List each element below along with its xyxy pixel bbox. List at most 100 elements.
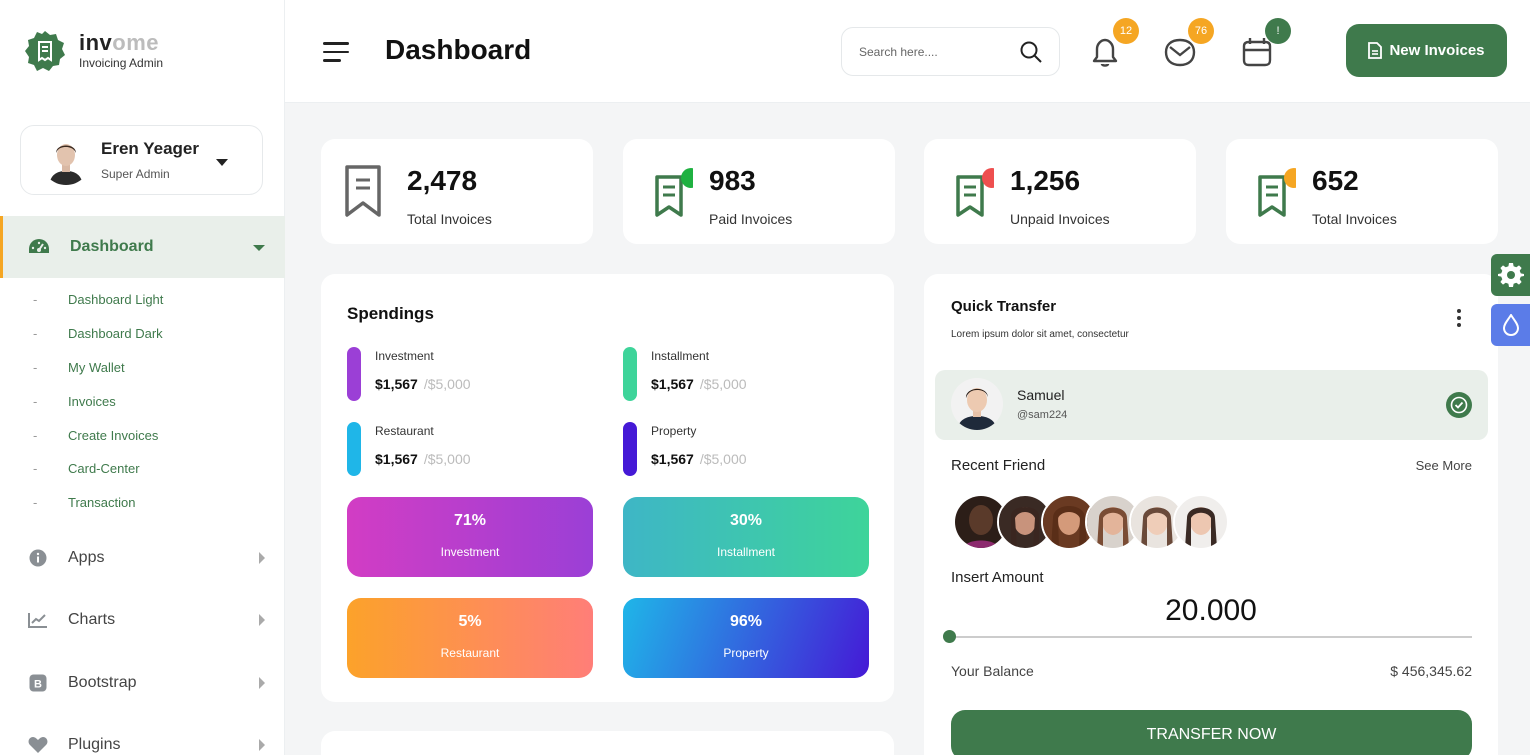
recipient-name: Samuel — [1017, 387, 1065, 403]
sidebar-item-plugins[interactable]: Plugins — [0, 725, 285, 755]
submenu-item-dashboard-light[interactable]: - Dashboard Light — [33, 292, 164, 308]
balance-value: $ 456,345.62 — [1390, 663, 1472, 679]
stat-label: Total Invoices — [407, 211, 492, 227]
tile-investment[interactable]: 71% Investment — [347, 497, 593, 577]
quick-transfer-card: Quick Transfer Lorem ipsum dolor sit ame… — [924, 274, 1498, 755]
stat-card-total-invoices[interactable]: 2,478 Total Invoices — [321, 139, 593, 244]
friend-avatar[interactable] — [997, 494, 1053, 550]
stat-card-unpaid-invoices[interactable]: 1,256 Unpaid Invoices — [924, 139, 1196, 244]
chevron-right-icon — [259, 614, 265, 626]
brand-name: invome — [79, 30, 160, 55]
check-circle-icon — [1446, 392, 1472, 418]
see-more-link[interactable]: See More — [1415, 458, 1472, 473]
sidebar-item-charts[interactable]: Charts — [0, 600, 285, 640]
dashboard-submenu: - Dashboard Light - Dashboard Dark - My Wal… — [0, 283, 285, 520]
spendings-card: Spendings Investment $1,567/$5,000 Insta… — [321, 274, 894, 702]
sidebar-item-dashboard[interactable]: Dashboard — [0, 216, 285, 278]
submenu-item-card-center[interactable]: - Card-Center — [33, 461, 140, 477]
brand-logo-icon — [25, 31, 65, 71]
sidebar-item-bootstrap[interactable]: B Bootstrap — [0, 663, 285, 703]
sidebar-item-label: Dashboard — [70, 238, 154, 255]
submenu-item-create-invoices[interactable]: - Create Invoices — [33, 427, 159, 443]
recent-friend-label: Recent Friend — [951, 457, 1046, 474]
profile-dropdown[interactable]: Eren Yeager Super Admin — [20, 125, 263, 195]
brand[interactable]: invome Invoicing Admin — [24, 30, 163, 72]
recent-friends-list — [953, 494, 1229, 550]
notifications-button[interactable]: 12 — [1085, 18, 1139, 72]
bootstrap-icon: B — [28, 673, 48, 693]
submenu-item-my-wallet[interactable]: - My Wallet — [33, 359, 125, 375]
calendar-badge: ! — [1265, 18, 1291, 44]
bell-icon — [1092, 38, 1118, 67]
stat-value: 652 — [1312, 165, 1359, 196]
calendar-icon — [1242, 38, 1272, 67]
caret-down-icon — [216, 159, 228, 166]
spending-item-investment: Investment $1,567/$5,000 — [347, 347, 597, 403]
bottom-card — [321, 731, 894, 755]
amount-slider[interactable] — [943, 630, 1472, 643]
receipt-icon — [1258, 168, 1296, 217]
mail-icon — [1164, 38, 1196, 67]
quick-transfer-subtitle: Lorem ipsum dolor sit amet, consectetur — [951, 329, 1129, 340]
messages-badge: 76 — [1188, 18, 1214, 44]
chart-line-icon — [28, 610, 48, 630]
balance-label: Your Balance — [951, 663, 1034, 679]
stat-value: 1,256 — [1010, 165, 1081, 196]
amount-value[interactable]: 20.000 — [1165, 594, 1257, 627]
stat-card-paid-invoices[interactable]: 983 Paid Invoices — [623, 139, 895, 244]
profile-name: Eren Yeager — [101, 139, 199, 158]
more-options-icon[interactable] — [1457, 309, 1463, 330]
spending-item-property: Property $1,567/$5,000 — [623, 422, 873, 478]
sidebar: invome Invoicing Admin Eren Yeager Super… — [0, 0, 285, 755]
document-icon — [1368, 42, 1383, 59]
spending-color-bar — [347, 422, 361, 476]
receipt-icon — [655, 168, 693, 217]
new-invoices-button[interactable]: New Invoices — [1346, 24, 1507, 77]
heart-icon — [28, 735, 48, 755]
spending-item-restaurant: Restaurant $1,567/$5,000 — [347, 422, 597, 478]
search-input[interactable] — [859, 44, 1009, 59]
spending-item-installment: Installment $1,567/$5,000 — [623, 347, 873, 403]
spending-color-bar — [623, 347, 637, 401]
brand-subtitle: Invoicing Admin — [79, 56, 164, 70]
search-icon[interactable] — [1019, 40, 1043, 64]
stat-label: Total Invoices — [1312, 211, 1397, 227]
settings-button[interactable] — [1491, 254, 1530, 296]
gear-icon — [1497, 263, 1524, 287]
receipt-icon — [956, 168, 994, 217]
theme-color-button[interactable] — [1491, 304, 1530, 346]
info-icon — [28, 548, 48, 568]
chevron-right-icon — [259, 552, 265, 564]
spendings-title: Spendings — [347, 304, 434, 323]
calendar-button[interactable]: ! — [1237, 18, 1291, 72]
selected-recipient[interactable]: Samuel @sam224 — [935, 370, 1488, 440]
notifications-badge: 12 — [1113, 18, 1139, 44]
stat-value: 983 — [709, 165, 756, 196]
messages-button[interactable]: 76 — [1160, 18, 1214, 72]
slider-handle[interactable] — [943, 630, 956, 643]
stat-value: 2,478 — [407, 165, 478, 196]
avatar — [41, 135, 91, 185]
tile-property[interactable]: 96% Property — [623, 598, 869, 678]
receipt-icon — [345, 165, 381, 217]
submenu-item-invoices[interactable]: - Invoices — [33, 393, 116, 409]
top-header: Dashboard 12 76 ! — [285, 0, 1530, 103]
friend-avatar[interactable] — [1173, 494, 1229, 550]
svg-text:B: B — [34, 679, 42, 691]
stat-label: Unpaid Invoices — [1010, 211, 1110, 227]
profile-role: Super Admin — [101, 167, 170, 181]
gauge-icon — [29, 239, 49, 253]
avatar — [951, 378, 1003, 430]
recipient-handle: @sam224 — [1017, 409, 1068, 421]
tile-installment[interactable]: 30% Installment — [623, 497, 869, 577]
menu-toggle-icon[interactable] — [323, 42, 349, 68]
chevron-right-icon — [259, 739, 265, 751]
sidebar-item-apps[interactable]: Apps — [0, 538, 285, 578]
transfer-now-button[interactable]: TRANSFER NOW — [951, 710, 1472, 755]
submenu-item-transaction[interactable]: - Transaction — [33, 495, 136, 511]
tile-restaurant[interactable]: 5% Restaurant — [347, 598, 593, 678]
stat-card-total-invoices-2[interactable]: 652 Total Invoices — [1226, 139, 1498, 244]
droplet-icon — [1502, 314, 1519, 336]
submenu-item-dashboard-dark[interactable]: - Dashboard Dark — [33, 326, 163, 342]
page-title: Dashboard — [385, 34, 532, 65]
